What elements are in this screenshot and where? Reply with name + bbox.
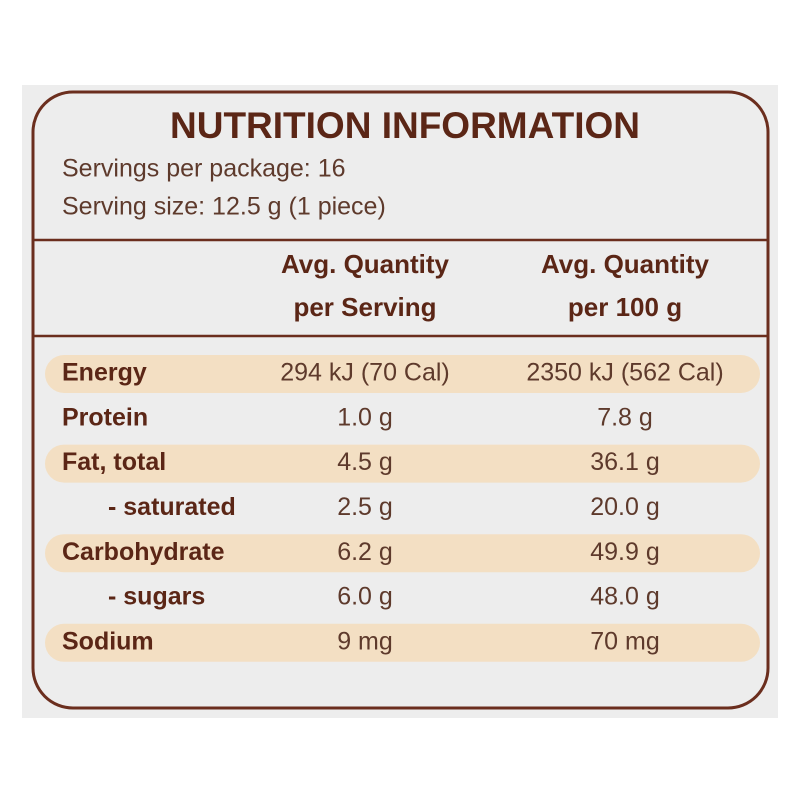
- row-value: 36.1 g: [590, 448, 660, 476]
- title: NUTRITION INFORMATION: [170, 105, 640, 146]
- column-header: Avg. Quantity: [281, 249, 450, 279]
- table: Avg. Quantity per Serving Avg. Quantity per…: [45, 249, 760, 662]
- row-label: Sodium: [62, 627, 154, 655]
- row-value: 7.8 g: [597, 403, 653, 431]
- row-label: - saturated: [108, 493, 236, 521]
- row-label: Protein: [62, 403, 148, 431]
- row-value: 2.5 g: [337, 493, 393, 521]
- column-header: per 100 g: [568, 292, 682, 322]
- row-value: 9 mg: [337, 627, 393, 655]
- row-label: Energy: [62, 359, 147, 387]
- row-band: [45, 534, 760, 573]
- row-band: [45, 355, 760, 393]
- row-value: 6.2 g: [337, 538, 393, 566]
- row-value: 6.0 g: [337, 583, 393, 611]
- servings-per-package: Servings per package: 16: [62, 155, 346, 183]
- border: [31, 90, 770, 710]
- row-value: 20.0 g: [590, 493, 660, 521]
- row-value: 70 mg: [590, 627, 659, 655]
- row-label: Fat, total: [62, 448, 166, 476]
- row-value: 4.5 g: [337, 448, 393, 476]
- serving-size: Serving size: 12.5 g (1 piece): [62, 193, 386, 221]
- column-header: Avg. Quantity: [541, 249, 710, 279]
- row-band: [45, 444, 760, 483]
- row-value: 48.0 g: [590, 583, 660, 611]
- row-value: 1.0 g: [337, 403, 393, 431]
- row-label: Carbohydrate: [62, 538, 225, 566]
- row-value: 294 kJ (70 Cal): [280, 359, 450, 387]
- row-label: - sugars: [108, 583, 205, 611]
- row-value: 49.9 g: [590, 538, 660, 566]
- column-header: per Serving: [293, 292, 436, 322]
- panel: [22, 85, 778, 718]
- row-band: [45, 623, 760, 662]
- row-value: 2350 kJ (562 Cal): [526, 359, 723, 387]
